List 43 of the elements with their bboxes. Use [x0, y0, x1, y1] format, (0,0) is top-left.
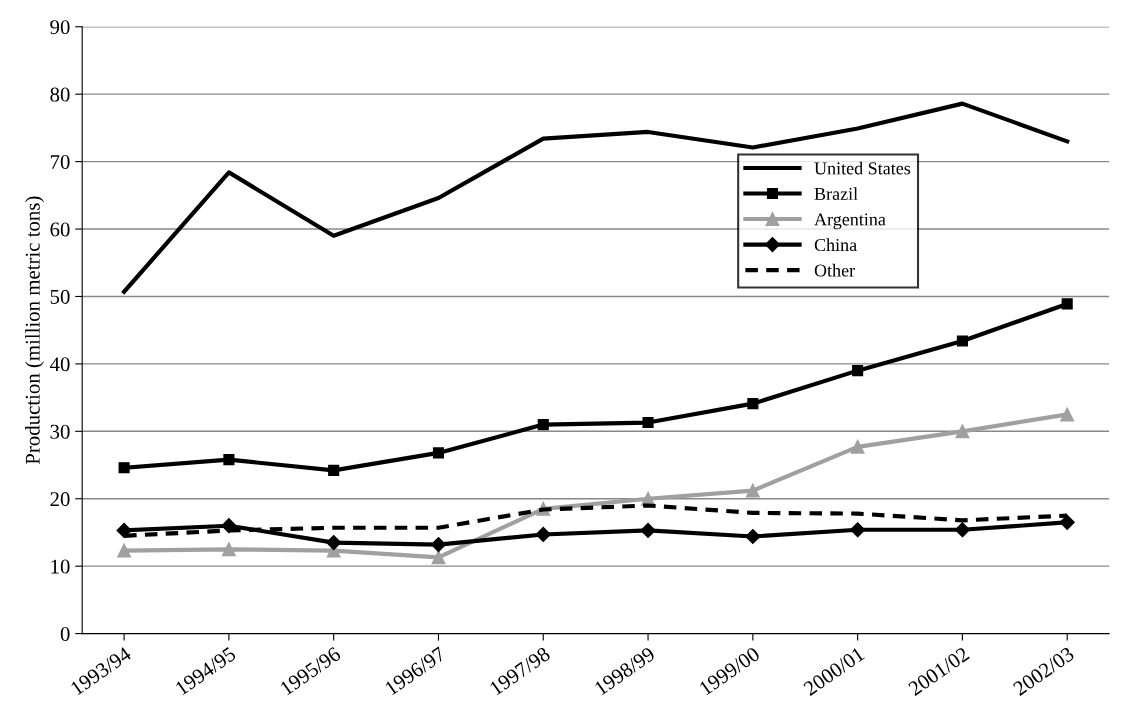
legend-label: United States: [814, 161, 911, 175]
point: [430, 537, 447, 553]
point: [223, 454, 235, 466]
point: [1060, 407, 1075, 422]
point: [537, 419, 549, 431]
point: [118, 462, 130, 474]
point: [326, 535, 342, 551]
point: [956, 335, 968, 347]
y-tick-label: 80: [50, 87, 70, 102]
y-tick-label: 50: [50, 289, 70, 304]
point: [432, 447, 445, 459]
y-tick-label: 0: [60, 626, 70, 642]
point: [535, 526, 551, 543]
y-tick-label: 30: [50, 424, 70, 439]
point: [642, 416, 654, 429]
legend-label: China: [814, 238, 857, 252]
point: [852, 365, 864, 377]
line-series: [122, 101, 1070, 294]
y-tick-label: 40: [49, 357, 70, 372]
legend-label: Other: [814, 263, 855, 277]
point: [1059, 514, 1075, 530]
y-tick-label: 10: [51, 559, 70, 574]
point: [745, 528, 761, 545]
y-tick-label: 70: [50, 154, 70, 170]
y-tick-label: 90: [50, 20, 70, 35]
point: [850, 522, 866, 538]
point: [221, 542, 236, 557]
point: [116, 522, 132, 539]
point: [745, 483, 760, 498]
y-axis-title: Production (million metric tons): [25, 196, 44, 465]
point: [955, 424, 970, 439]
y-tick-label: 60: [50, 222, 70, 237]
point: [117, 543, 132, 558]
point: [431, 550, 446, 565]
point: [1061, 298, 1073, 310]
point: [640, 522, 656, 539]
legend-label: Brazil: [814, 187, 858, 200]
point: [328, 464, 340, 476]
point: [850, 439, 865, 454]
point: [954, 522, 970, 538]
y-tick-label: 20: [50, 492, 70, 507]
point: [747, 398, 759, 410]
legend-label: Argentina: [814, 213, 886, 230]
